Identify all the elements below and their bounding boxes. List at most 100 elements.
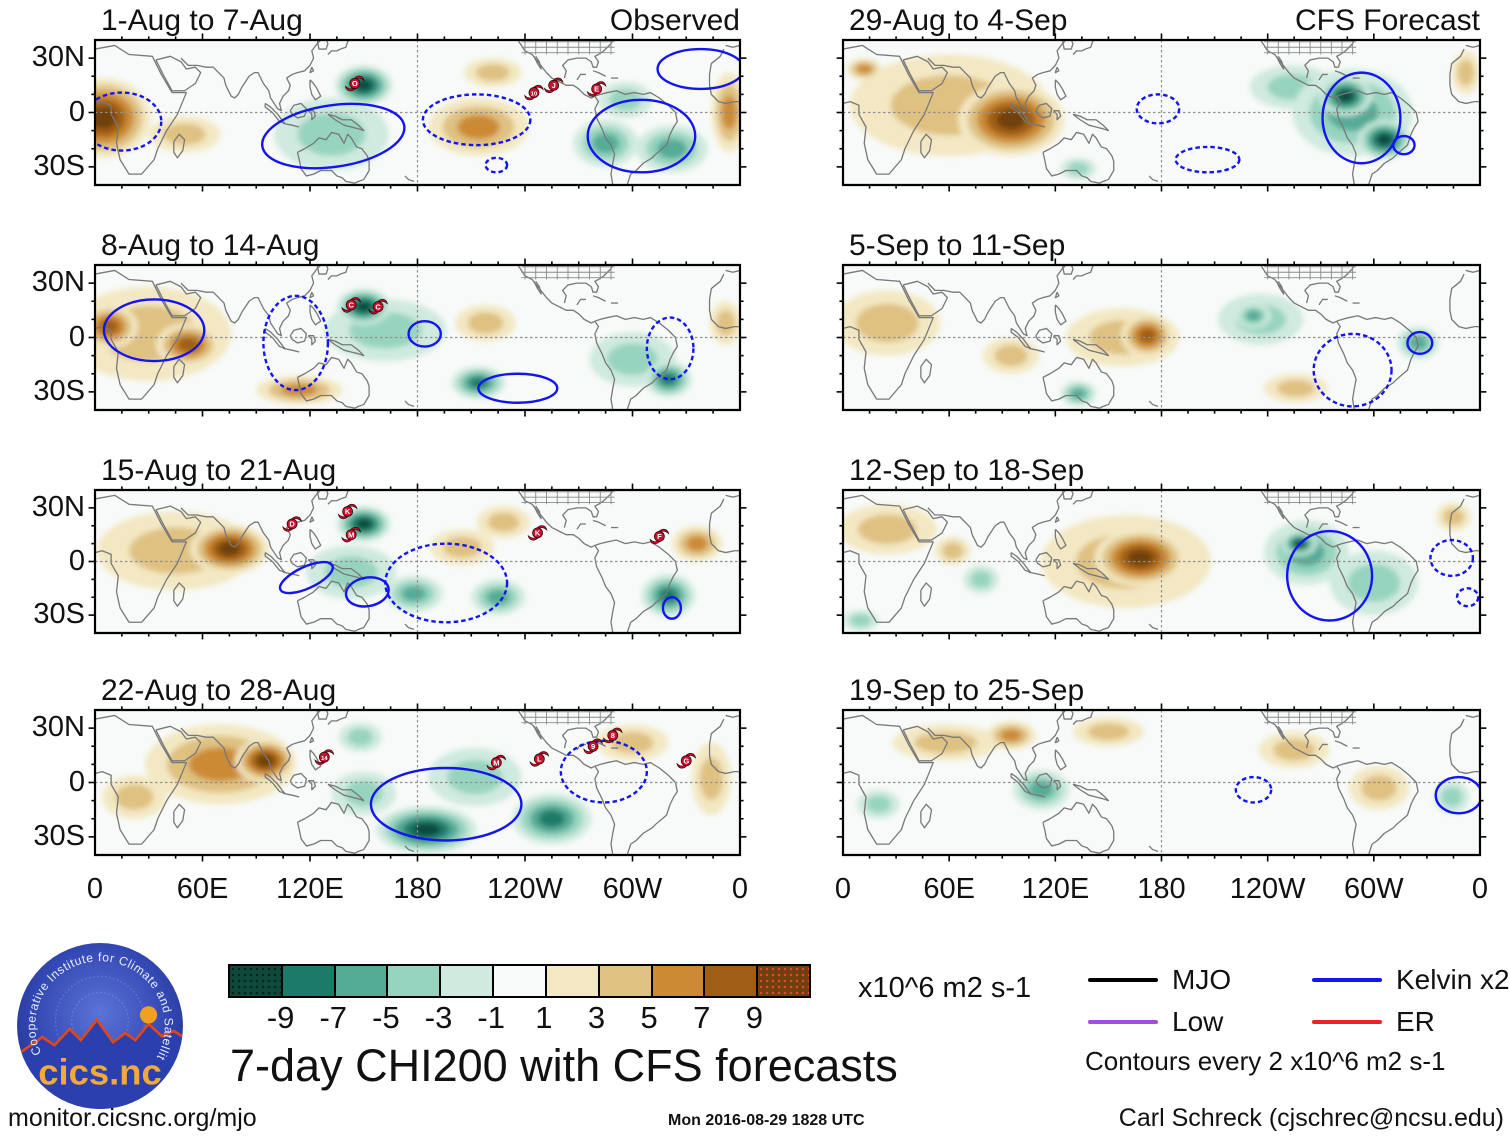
colorbar	[228, 964, 811, 998]
lon-tick-label: 60W	[1344, 873, 1404, 905]
reference-gridlines	[95, 490, 740, 633]
panel-border	[89, 33, 747, 191]
hurricane-icon: K	[337, 503, 358, 520]
logo-ridge-line	[18, 1017, 183, 1055]
lon-tick-label: 120E	[276, 873, 344, 905]
hurricane-icon: 14	[314, 749, 335, 765]
panel-corner-label: CFS Forecast	[1294, 4, 1480, 37]
panel-corner-label: Observed	[609, 4, 740, 37]
wave-contours	[82, 49, 743, 177]
wave-contours	[1287, 531, 1478, 620]
panel-title: 5-Sep to 11-Sep	[849, 229, 1066, 262]
colorbar-cell	[652, 966, 706, 996]
reference-gridlines	[843, 40, 1480, 185]
footer-credit: Carl Schreck (cjschrec@ncsu.edu)	[1118, 1104, 1504, 1132]
lat-tick-label: 30S	[33, 149, 85, 182]
hurricane-label: F	[657, 532, 662, 541]
lat-tick-label: 30N	[31, 711, 85, 744]
hurricane-label: K	[535, 529, 541, 538]
legend-label: ER	[1396, 1006, 1435, 1037]
lon-tick-label: 180	[393, 873, 442, 905]
lat-tick-label: 30S	[33, 374, 85, 407]
wave-contours	[1314, 332, 1433, 406]
hurricane-icon: 10	[524, 84, 544, 101]
hurricane-icon: M	[486, 754, 507, 771]
panel-border	[89, 703, 747, 861]
anomaly-fills	[846, 50, 1480, 180]
colorbar-tick-label: 3	[587, 1000, 606, 1035]
hurricane-icon: F	[649, 528, 670, 545]
hurricane-label: O	[352, 79, 358, 88]
hurricane-icon: J	[543, 77, 564, 94]
legend-label: MJO	[1172, 964, 1232, 995]
lon-tick-label: 0	[86, 873, 104, 905]
coastlines	[95, 265, 740, 410]
colorbar-tick-label: -9	[266, 1000, 295, 1035]
panel-title: 8-Aug to 14-Aug	[101, 229, 320, 262]
hurricane-icon: K	[527, 525, 548, 541]
hurricane-label: G	[683, 756, 689, 765]
hurricane-icon: D	[282, 516, 302, 532]
colorbar-cell	[494, 966, 547, 996]
map-panel	[843, 265, 1480, 410]
hurricane-label: L	[537, 755, 542, 764]
reference-gridlines	[843, 490, 1480, 633]
map-panel-svg	[843, 40, 1480, 185]
lon-tick-label: 0	[1471, 873, 1489, 905]
map-panel	[843, 40, 1480, 185]
hurricane-icon: 8	[602, 727, 623, 744]
hurricane-label: C	[348, 301, 354, 310]
lat-tick-label: 30N	[31, 41, 85, 74]
legend-line-mjo	[1088, 978, 1158, 982]
colorbar-cell	[441, 966, 495, 996]
lon-tick-label: 60E	[176, 873, 229, 905]
colorbar-tick-label: 1	[535, 1000, 553, 1035]
panel-title: 19-Sep to 25-Sep	[849, 674, 1085, 707]
panel-title: 15-Aug to 21-Aug	[101, 454, 337, 487]
hurricane-icon: E	[586, 81, 607, 97]
hurricane-icon: L	[529, 751, 550, 767]
map-panel: D K M K F	[95, 490, 740, 633]
colorbar-tick-label: 9	[745, 1000, 763, 1035]
lat-tick-label: 30N	[31, 490, 85, 523]
panel-border	[89, 484, 747, 640]
panel-title: 22-Aug to 28-Aug	[101, 674, 337, 707]
lat-tick-label: 30N	[31, 266, 85, 299]
hurricane-label: M	[348, 530, 354, 539]
legend-label: Low	[1172, 1006, 1224, 1037]
colorbar-cell	[388, 966, 442, 996]
lon-tick-label: 60W	[602, 873, 663, 905]
lon-tick-label: 120W	[1229, 873, 1306, 905]
map-panel-svg: O 10 J E	[95, 40, 740, 185]
legend-line-low	[1088, 1020, 1158, 1024]
colorbar-tick-label: -5	[372, 1000, 400, 1035]
panel-title: 29-Aug to 4-Sep	[849, 4, 1068, 37]
panel-border	[837, 33, 1487, 191]
hurricane-label: 8	[611, 731, 615, 740]
reference-gridlines	[95, 40, 740, 185]
reference-gridlines	[843, 710, 1480, 855]
lat-tick-label: 0	[68, 95, 85, 128]
contour-interval-note: Contours every 2 x10^6 m2 s-1	[1085, 1046, 1446, 1076]
storm-markers: D K M K F	[282, 503, 670, 545]
hurricane-label: D	[289, 520, 295, 529]
hurricane-label: C	[375, 302, 381, 311]
colorbar-tick-label: -1	[477, 1000, 505, 1035]
panel-border	[89, 258, 747, 416]
lon-tick-label: 120W	[487, 873, 563, 905]
lon-tick-label: 0	[731, 873, 749, 905]
cicsnc-logo: Cooperative Institute for Climate and Sa…	[14, 940, 183, 1109]
lat-tick-label: 30S	[33, 819, 85, 852]
hurricane-label: 10	[531, 91, 537, 97]
hurricane-label: J	[552, 81, 556, 90]
lon-tick-label: 60E	[923, 873, 975, 905]
storm-markers: 14 M L 9 8 G	[314, 727, 697, 771]
colorbar-cell	[335, 966, 389, 996]
hurricane-label: K	[345, 507, 351, 516]
colorbar-tick-label: 7	[693, 1000, 711, 1035]
colorbar-tick-label: -3	[424, 1000, 453, 1035]
hurricane-icon: C	[341, 297, 362, 313]
